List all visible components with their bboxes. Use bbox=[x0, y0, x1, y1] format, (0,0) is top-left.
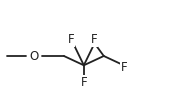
Text: F: F bbox=[91, 33, 97, 46]
Text: F: F bbox=[121, 61, 128, 74]
Text: F: F bbox=[68, 33, 75, 46]
Text: F: F bbox=[81, 76, 87, 89]
Text: O: O bbox=[30, 50, 39, 62]
